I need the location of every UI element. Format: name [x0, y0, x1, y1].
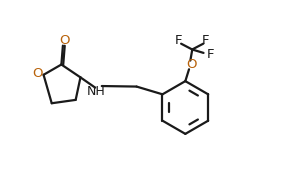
Text: F: F: [175, 34, 182, 47]
Text: F: F: [207, 48, 214, 61]
Text: O: O: [33, 67, 43, 80]
Text: O: O: [59, 34, 70, 47]
Text: F: F: [202, 34, 210, 47]
Text: NH: NH: [87, 85, 105, 98]
Text: O: O: [186, 58, 197, 71]
